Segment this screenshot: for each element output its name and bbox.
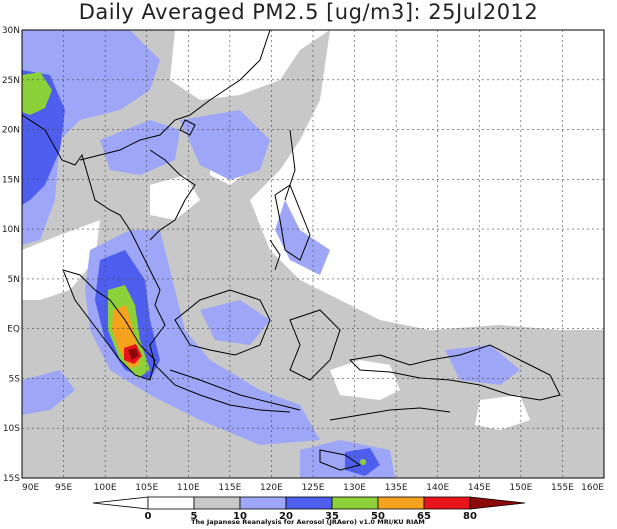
colorbar-level-label: 20 (279, 511, 293, 522)
latitude-label: 30N (2, 26, 20, 36)
map-title: Daily Averaged PM2.5 [ug/m3]: 25Jul2012 (78, 0, 539, 24)
longitude-label: 105E (135, 483, 158, 493)
latitude-label: 15S (3, 474, 20, 484)
longitude-label: 160E (581, 483, 604, 493)
longitude-label: 125E (302, 483, 325, 493)
latitude-label: EQ (7, 325, 20, 335)
colorbar-segment (193, 496, 241, 510)
colorbar-max-arrow (469, 496, 526, 510)
longitude-label: 110E (177, 483, 200, 493)
colorbar-segment (377, 496, 425, 510)
longitude-label: 155E (551, 483, 574, 493)
colorbar-level-label: 65 (417, 511, 431, 522)
longitude-label: 95E (55, 483, 72, 493)
colorbar-segment (285, 496, 333, 510)
longitude-label: 120E (260, 483, 283, 493)
concentration-field (22, 30, 604, 478)
longitude-labels: 90E 95E 100E 105E 110E 115E 120E 125E 130E 135E 14… (22, 483, 604, 493)
longitude-label: 130E (343, 483, 366, 493)
colorbar-min-arrow (92, 496, 149, 510)
longitude-label: 100E (94, 483, 117, 493)
longitude-label: 140E (426, 483, 449, 493)
latitude-labels: 30N 25N 20N 15N 10N 5N EQ 5S 10S 15S (2, 26, 20, 484)
colorbar-level-label: 35 (325, 511, 339, 522)
graticule (22, 30, 604, 478)
latitude-label: 10S (3, 424, 20, 434)
coastlines (22, 30, 561, 471)
colorbar: 0 5 10 20 35 50 65 80 (92, 496, 526, 522)
longitude-label: 150E (509, 483, 532, 493)
colorbar-segment (147, 496, 195, 510)
colorbar-level-label: 0 (145, 511, 152, 522)
latitude-label: 10N (2, 225, 20, 235)
longitude-label: 115E (218, 483, 241, 493)
longitude-label: 135E (385, 483, 408, 493)
colorbar-level-label: 5 (191, 511, 198, 522)
colorbar-level-label: 80 (463, 511, 477, 522)
latitude-label: 15N (2, 175, 20, 185)
colorbar-segment (331, 496, 379, 510)
latitude-label: 5S (9, 374, 21, 384)
colorbar-level-label: 10 (233, 511, 247, 522)
credit-text: The Japanese Reanalysis for Aerosol (JRA… (191, 518, 425, 526)
latitude-label: 25N (2, 76, 20, 86)
latitude-label: 20N (2, 126, 20, 136)
colorbar-segment (239, 496, 287, 510)
longitude-label: 145E (468, 483, 491, 493)
colorbar-segment (423, 496, 471, 510)
longitude-label: 90E (22, 483, 39, 493)
latitude-label: 5N (8, 275, 20, 285)
colorbar-level-label: 50 (371, 511, 385, 522)
